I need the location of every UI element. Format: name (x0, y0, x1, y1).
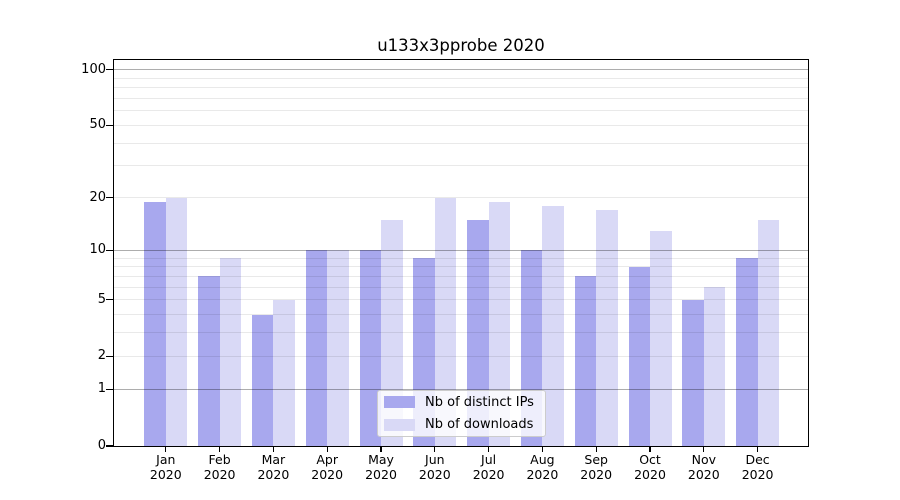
y-tick-label-20: 20 (89, 189, 106, 205)
bar-nb-of-downloads-mar (273, 299, 295, 446)
bar-nb-of-distinct-ips-apr (305, 250, 328, 446)
gridline-major-10 (114, 249, 808, 251)
y-tick-1 (106, 388, 113, 391)
x-tick-dec (757, 447, 759, 452)
bar-nb-of-distinct-ips-jul (467, 219, 489, 446)
x-tick-nov (703, 447, 705, 452)
bar-nb-of-downloads-apr (327, 250, 349, 446)
bar-nb-of-distinct-ips-dec (736, 258, 758, 446)
gridline-minor-6 (114, 286, 808, 288)
gridline-minor-2 (114, 355, 808, 357)
y-tick-label-100: 100 (81, 61, 106, 77)
x-tick-jun (434, 447, 436, 452)
legend: Nb of distinct IPs Nb of downloads (377, 390, 546, 437)
bar-nb-of-downloads-may (381, 219, 403, 446)
y-tick-2 (106, 355, 113, 357)
y-tick-label-2: 2 (97, 348, 106, 364)
gridline-minor-8 (114, 266, 808, 268)
y-tick-20 (106, 197, 113, 199)
x-tick-label-aug: Aug 2020 (526, 452, 559, 482)
bar-nb-of-downloads-jan (165, 197, 188, 446)
gridline-minor-40 (114, 142, 808, 144)
x-tick-label-jun: Jun 2020 (418, 452, 451, 482)
bar-nb-of-distinct-ips-nov (682, 299, 704, 446)
x-tick-mar (272, 447, 274, 452)
gridline-minor-4 (114, 314, 808, 316)
y-tick-label-10: 10 (89, 242, 106, 258)
legend-label-distinct-ips: Nb of distinct IPs (425, 394, 534, 410)
x-tick-label-nov: Nov 2020 (687, 452, 720, 482)
gridline-minor-3 (114, 332, 808, 334)
y-tick-50 (106, 124, 113, 126)
x-tick-label-feb: Feb 2020 (203, 452, 236, 482)
bar-nb-of-downloads-jun (434, 197, 457, 446)
gridline-minor-7 (114, 275, 808, 277)
bar-nb-of-downloads-feb (219, 258, 242, 446)
gridline-major-1 (114, 388, 808, 390)
gridline-minor-50 (114, 124, 808, 126)
x-tick-label-jul: Jul 2020 (472, 452, 505, 482)
legend-item-distinct-ips: Nb of distinct IPs (384, 391, 545, 414)
legend-swatch-downloads (384, 418, 415, 431)
x-tick-label-oct: Oct 2020 (634, 452, 666, 482)
gridline-minor-9 (114, 257, 808, 259)
x-tick-feb (219, 447, 221, 452)
y-tick-label-0: 0 (97, 438, 106, 453)
legend-swatch-distinct-ips (384, 396, 415, 409)
bar-nb-of-downloads-oct (650, 230, 672, 446)
y-tick-0 (106, 445, 113, 447)
legend-label-downloads: Nb of downloads (425, 417, 534, 433)
gridline-minor-20 (114, 197, 808, 199)
x-tick-apr (326, 447, 328, 452)
bar-nb-of-downloads-dec (757, 219, 780, 446)
x-tick-jul (488, 447, 490, 452)
gridline-minor-90 (114, 77, 808, 79)
bar-nb-of-downloads-jul (488, 201, 511, 446)
y-tick-label-1: 1 (97, 381, 106, 397)
bar-nb-of-distinct-ips-feb (198, 276, 220, 446)
x-tick-label-dec: Dec 2020 (741, 452, 774, 482)
x-tick-oct (649, 447, 651, 452)
x-tick-label-mar: Mar 2020 (257, 452, 290, 482)
bar-nb-of-distinct-ips-mar (251, 314, 274, 446)
bar-nb-of-downloads-nov (703, 287, 726, 446)
legend-item-downloads: Nb of downloads (384, 414, 545, 437)
bar-nb-of-downloads-sep (596, 210, 618, 446)
bar-nb-of-distinct-ips-oct (628, 266, 650, 446)
x-tick-sep (595, 447, 597, 452)
x-tick-label-may: May 2020 (365, 452, 397, 482)
bar-nb-of-distinct-ips-jan (144, 201, 166, 446)
bar-nb-of-distinct-ips-may (359, 250, 381, 446)
x-tick-label-apr: Apr 2020 (311, 452, 344, 482)
x-tick-may (380, 447, 382, 452)
bar-nb-of-distinct-ips-sep (574, 276, 597, 446)
gridline-minor-60 (114, 110, 808, 112)
x-tick-jan (165, 447, 167, 452)
y-tick-10 (106, 249, 113, 251)
x-tick-label-sep: Sep 2020 (580, 452, 613, 482)
y-tick-label-50: 50 (89, 117, 106, 133)
x-tick-aug (541, 447, 543, 452)
gridline-minor-5 (114, 299, 808, 301)
y-tick-label-5: 5 (97, 291, 106, 307)
chart-title: u133x3pprobe 2020 (377, 36, 545, 55)
y-tick-5 (106, 299, 113, 301)
bar-nb-of-downloads-aug (542, 205, 564, 446)
gridline-minor-70 (114, 97, 808, 99)
gridline-minor-30 (114, 165, 808, 167)
y-tick-100 (106, 68, 113, 71)
gridline-minor-80 (114, 87, 808, 89)
x-tick-label-jan: Jan 2020 (149, 452, 182, 482)
gridline-major-100 (114, 69, 808, 71)
